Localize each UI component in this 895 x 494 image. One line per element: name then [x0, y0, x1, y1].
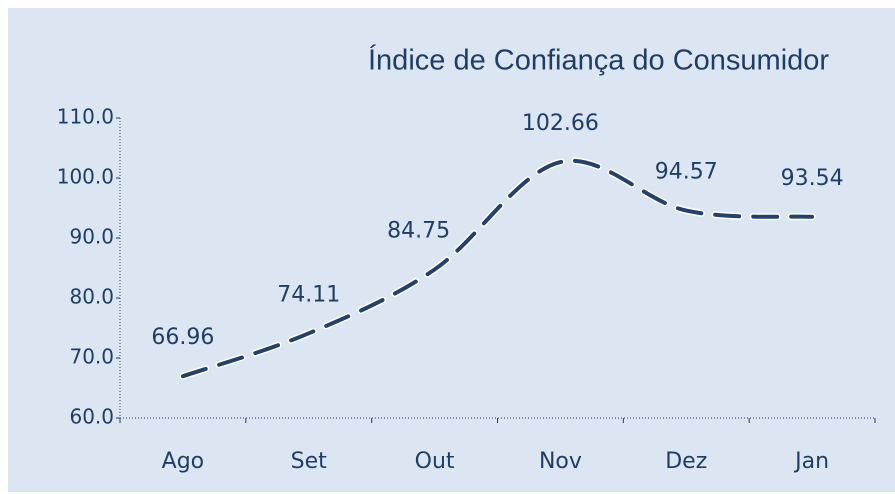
y-tick-label: 110.0 — [57, 105, 114, 129]
chart-background — [8, 8, 895, 492]
y-tick-label: 90.0 — [69, 225, 114, 249]
data-label: 102.66 — [522, 111, 599, 136]
data-label: 94.57 — [655, 160, 718, 185]
line — [180, 158, 815, 379]
x-tick-label: Nov — [539, 449, 582, 474]
x-tick-label: Dez — [665, 449, 707, 474]
x-tick-label: Set — [291, 449, 328, 474]
y-tick-label: 60.0 — [69, 405, 114, 429]
chart-title: Índice de Confiança do Consumidor — [368, 44, 829, 77]
data-label: 74.11 — [277, 282, 340, 307]
data-label: 66.96 — [151, 325, 214, 350]
y-tick-label: 80.0 — [69, 285, 114, 309]
y-tick-label: 100.0 — [57, 165, 114, 189]
data-label: 84.75 — [387, 219, 450, 244]
data-label: 93.54 — [781, 166, 844, 191]
x-tick-label: Out — [415, 449, 455, 474]
y-tick-label: 70.0 — [69, 345, 114, 369]
x-tick-label: Ago — [162, 449, 204, 474]
x-tick-label: Jan — [793, 449, 829, 474]
